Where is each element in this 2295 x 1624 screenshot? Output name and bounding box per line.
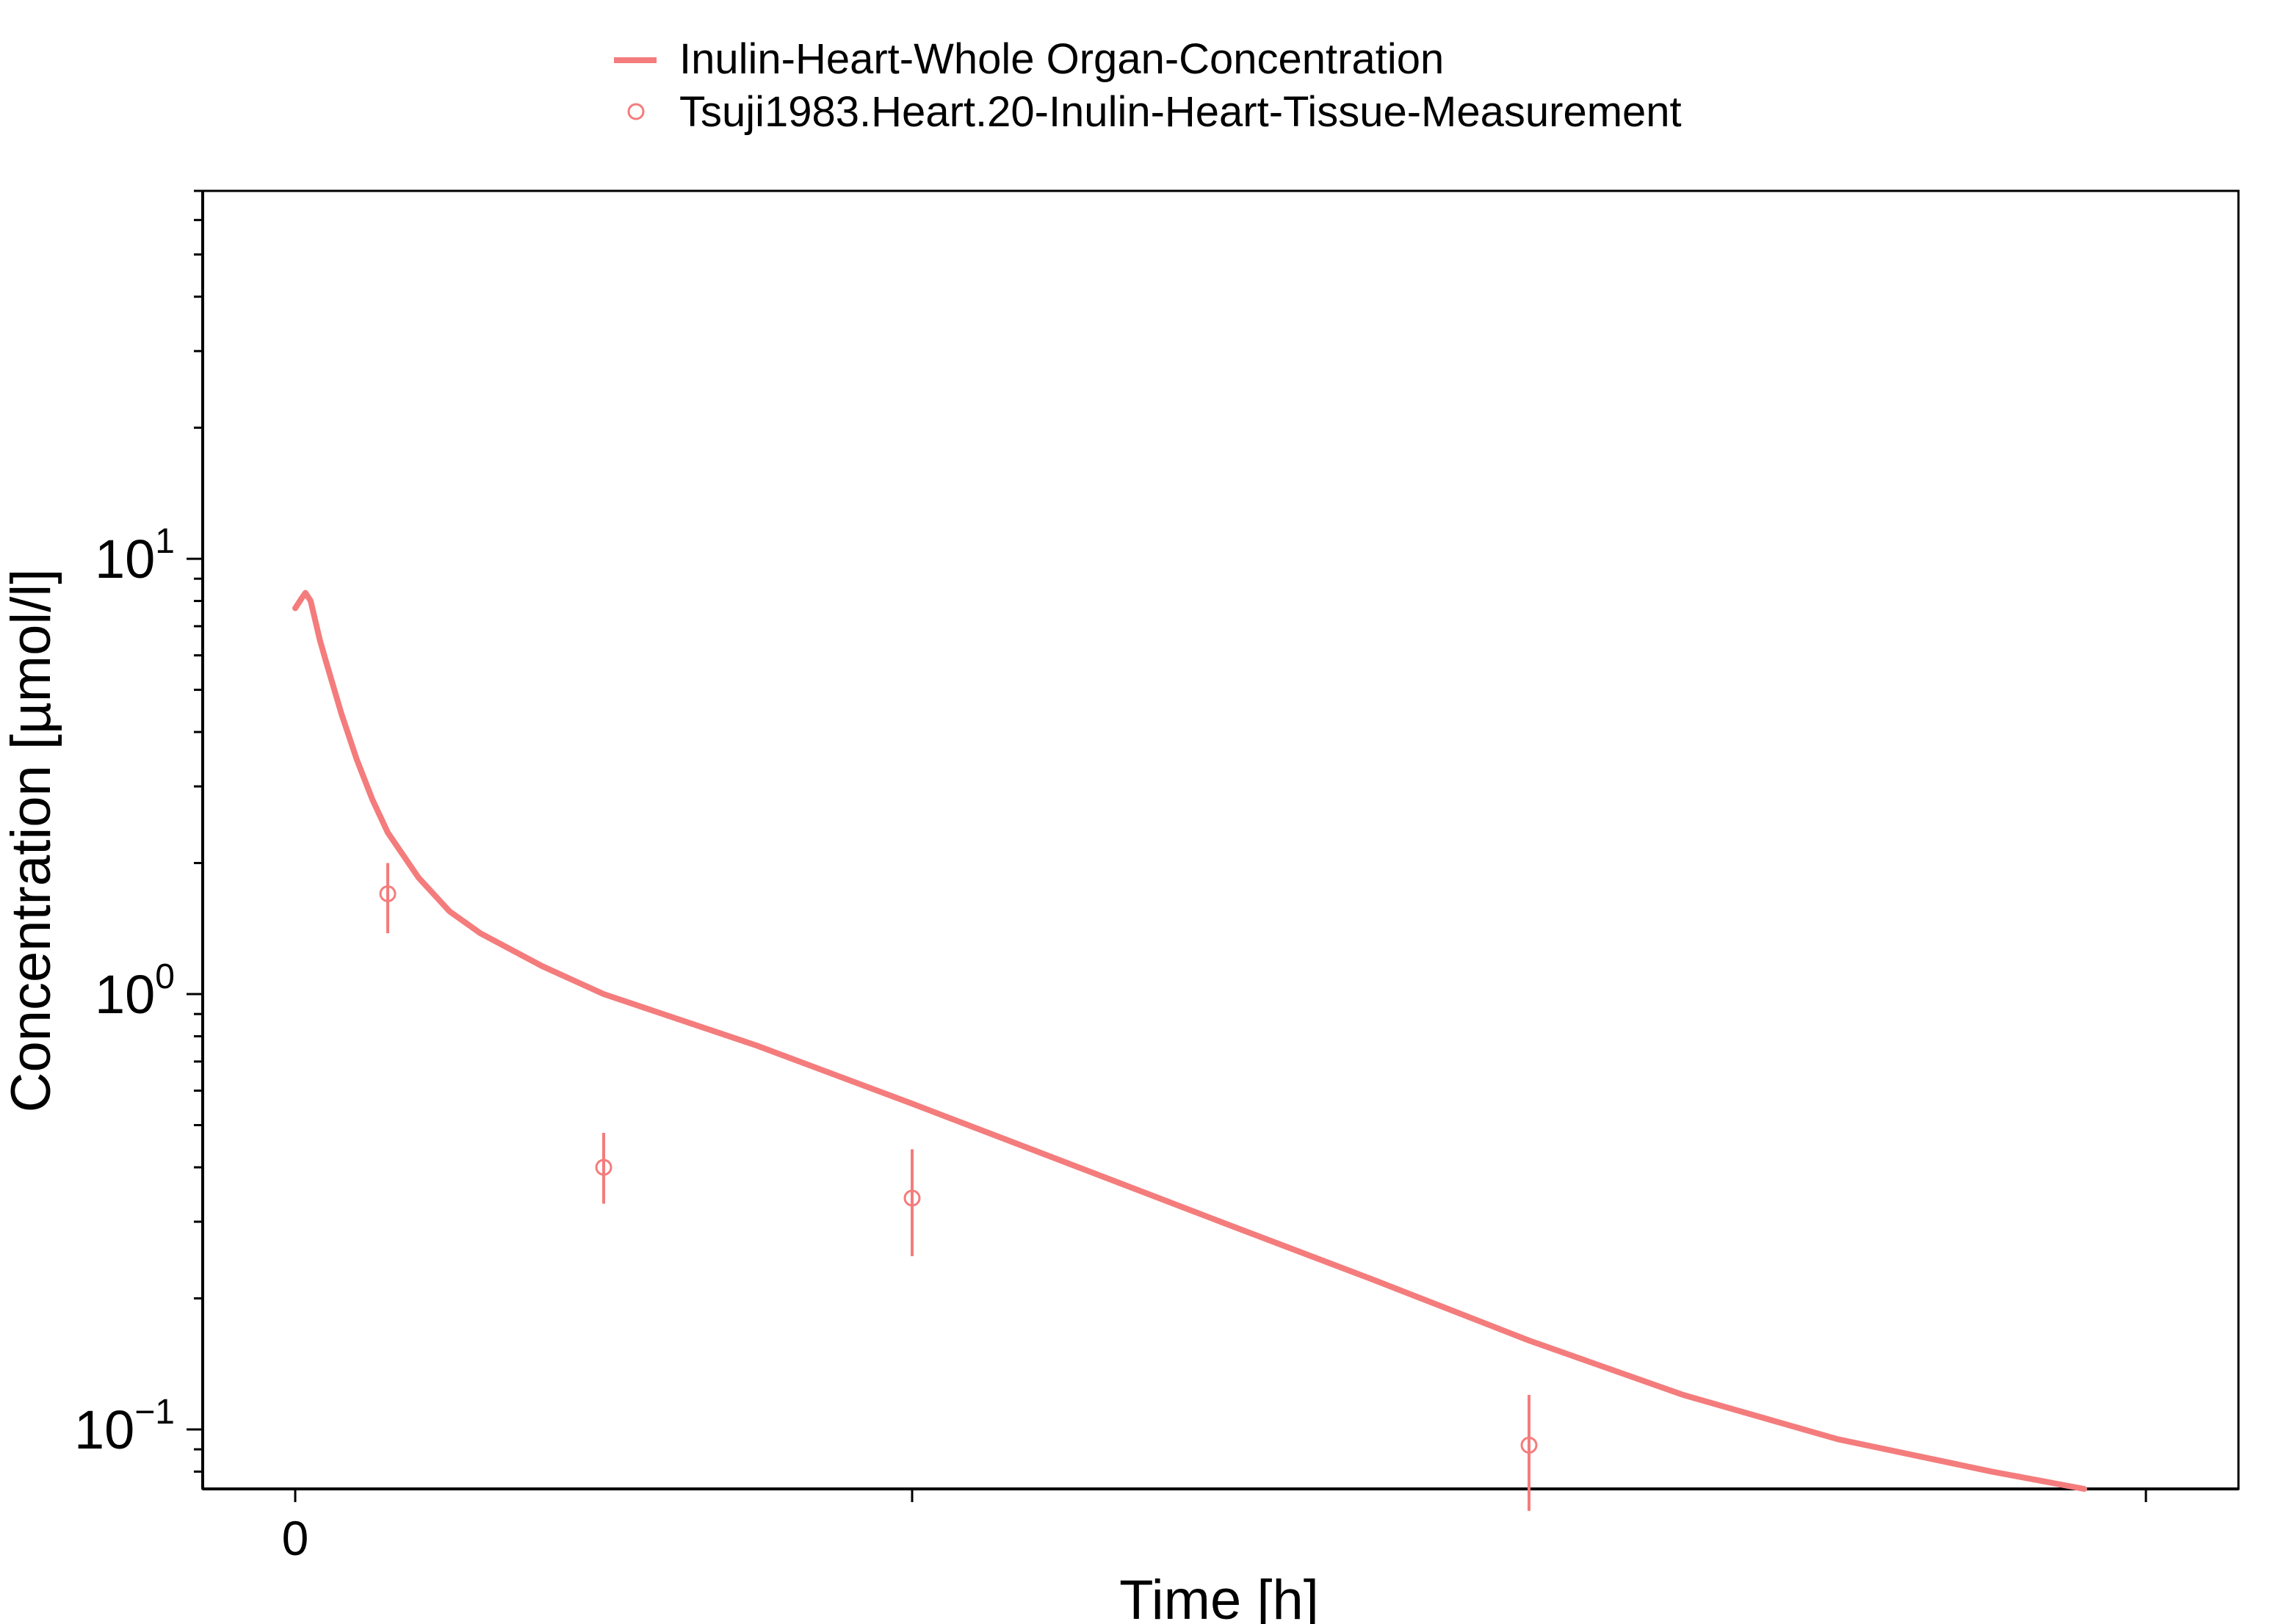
legend-label-line: Inulin-Heart-Whole Organ-Concentration: [679, 35, 1444, 83]
y-tick-label-exponent: 1: [155, 522, 175, 561]
measurement-point: [1520, 1436, 1538, 1454]
measurement-point: [379, 885, 397, 902]
y-tick-label-base: 10: [95, 964, 155, 1025]
y-tick-label-base: 10: [74, 1399, 134, 1460]
legend: Inulin-Heart-Whole Organ-Concentration T…: [614, 35, 1682, 136]
plot-frame: [201, 189, 2240, 1490]
x-axis-label: Time [h]: [1119, 1569, 1319, 1624]
simulation-line: [292, 590, 2087, 1492]
measurement-point: [903, 1189, 921, 1207]
y-tick-label-exponent: −1: [134, 1393, 175, 1432]
data-layer: [292, 590, 2087, 1511]
y-ticks: [187, 189, 203, 1473]
y-axis-label: Concentration [µmol/l]: [0, 569, 62, 1113]
y-tick-label: 100: [95, 957, 175, 1025]
y-tick-label: 101: [95, 522, 175, 590]
legend-label-points: Tsuji1983.Heart.20-Inulin-Heart-Tissue-M…: [679, 88, 1682, 136]
measurement-point: [595, 1159, 612, 1176]
x-ticks: [294, 1489, 2147, 1502]
legend-circle-symbol: [627, 103, 645, 120]
y-tick-label: 10−1: [74, 1393, 175, 1460]
y-tick-label-base: 10: [95, 529, 155, 590]
x-tick-label: 0: [282, 1511, 309, 1565]
y-tick-label-exponent: 0: [155, 957, 175, 996]
